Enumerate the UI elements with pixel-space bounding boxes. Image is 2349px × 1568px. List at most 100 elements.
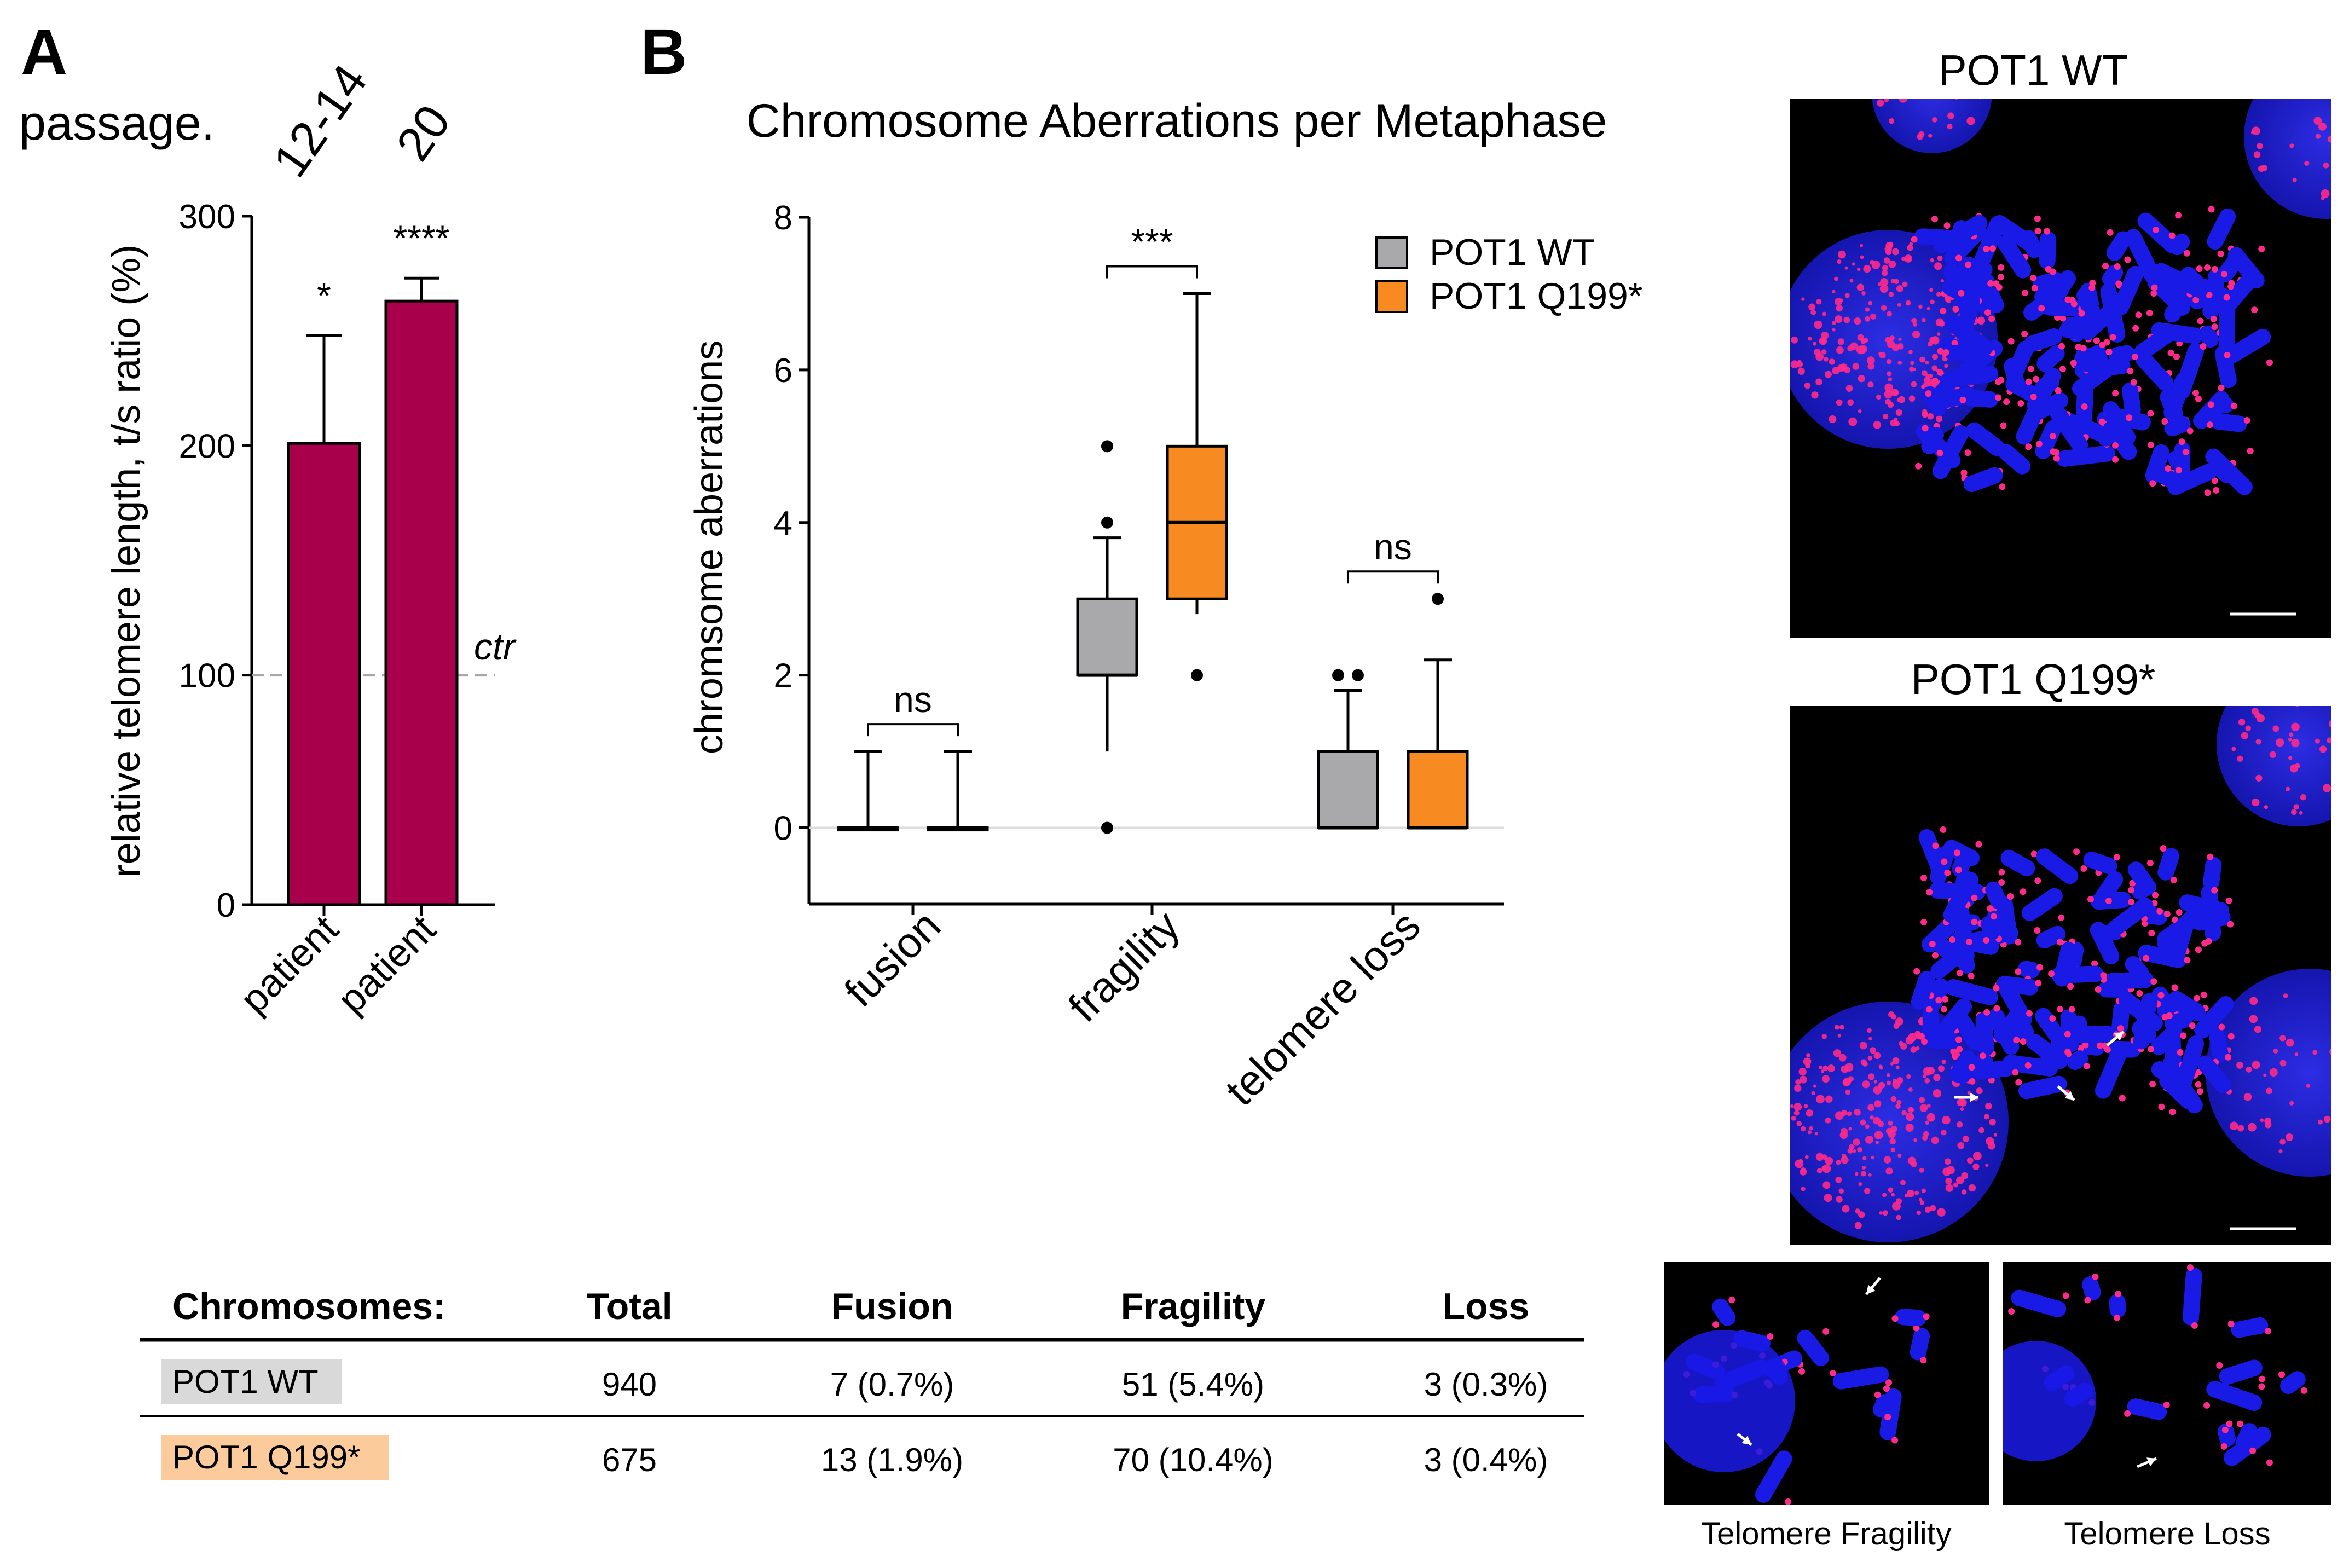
telomere-signal [1884, 99, 1889, 103]
outlier-point [1101, 440, 1113, 453]
telomere-signal [2033, 375, 2040, 383]
telomere-signal [2321, 189, 2330, 198]
telomere-signal [2252, 1061, 2260, 1069]
legend-swatch [1375, 236, 1408, 269]
telomere-signal [2015, 939, 2022, 946]
chart-title-b: Chromosome Aberrations per Metaphase [747, 95, 1607, 147]
telomere-signal [1940, 308, 1947, 315]
telomere-signal [1865, 1135, 1873, 1144]
telomere-signal [2272, 725, 2279, 732]
telomere-signal [2104, 1046, 2111, 1053]
telomere-signal [1971, 894, 1978, 901]
telomere-signal [1815, 378, 1822, 386]
chromosome [2127, 861, 2154, 892]
telomere-signal [1930, 1205, 1936, 1211]
telomere-signal [2163, 1401, 2170, 1408]
telomere-signal [2170, 876, 2177, 883]
telomere-signal [1891, 1437, 1899, 1444]
telomere-signal [1896, 1214, 1901, 1220]
telomere-signal [1922, 370, 1928, 377]
telomere-signal [1966, 1157, 1974, 1164]
telomere-signal [1905, 1123, 1914, 1132]
telomere-signal [2213, 487, 2220, 494]
telomere-signal [1911, 317, 1917, 323]
telomere-signal [2007, 338, 2015, 345]
telomere-signal [1836, 1196, 1843, 1203]
telomere-signal [1931, 117, 1937, 123]
chromosome [1872, 1394, 1893, 1418]
telomere-signal [2295, 706, 2299, 707]
chromosome [1945, 979, 1998, 1005]
telomere-signal [2224, 351, 2231, 358]
telomere-signal [1837, 338, 1844, 345]
telomere-signal [1847, 399, 1854, 406]
passage-header-12-14: 12-14 [262, 55, 377, 187]
telomere-signal [1865, 307, 1870, 312]
telomere-signal [1883, 1385, 1890, 1392]
telomere-signal [1888, 260, 1896, 268]
telomere-signal [2062, 1292, 2069, 1299]
telomere-signal [1913, 968, 1920, 975]
chromosome [2280, 1371, 2306, 1395]
telomere-signal [1858, 409, 1862, 413]
telomere-signal [1886, 358, 1892, 364]
telomere-signal [2102, 263, 2109, 270]
telomere-signal [1915, 462, 1922, 470]
telomere-signal [2342, 92, 2349, 100]
telomere-signal [1906, 1074, 1911, 1079]
chromosome [2024, 328, 2062, 352]
telomere-signal [1781, 1107, 1785, 1112]
telomere-signal [2026, 1010, 2033, 1017]
y-tick-label-a: 200 [179, 427, 235, 465]
telomere-signal [1870, 313, 1877, 320]
telomere-signal [2112, 390, 2119, 397]
telomere-signal [2319, 745, 2327, 753]
arrow-head [2064, 1091, 2074, 1100]
telomere-signal [2055, 387, 2062, 394]
telomere-signal [2250, 131, 2255, 135]
telomere-signal [1932, 842, 1939, 849]
telomere-signal [1890, 419, 1897, 426]
telomere-signal [2288, 737, 2292, 742]
telomere-signal [2279, 688, 2286, 695]
telomere-signal [2218, 1023, 2225, 1031]
telomere-signal [1941, 858, 1948, 865]
telomere-signal [1921, 1188, 1926, 1193]
telomere-signal [1988, 315, 1995, 322]
cell-fragility: 70 (10.4%) [1113, 1442, 1274, 1478]
telomere-signal [1860, 1171, 1867, 1177]
telomere-signal [1887, 1130, 1896, 1138]
chromosome [1983, 286, 2004, 314]
chromosome [2228, 247, 2265, 288]
chromosome [2000, 849, 2035, 877]
telomere-signal [2216, 1362, 2223, 1369]
telomere-signal [1854, 1222, 1862, 1229]
telomere-signal [1923, 1313, 1930, 1320]
telomere-signal [1895, 409, 1902, 416]
telomere-signal [1914, 1190, 1919, 1195]
telomere-signal [1888, 292, 1894, 297]
telomere-signal [2330, 1096, 2331, 1101]
outlier-point [1101, 821, 1113, 834]
telomere-signal [1845, 385, 1853, 392]
y-tick-label-b: 8 [774, 199, 792, 237]
telomere-signal [1844, 266, 1848, 270]
telomere-signal [2230, 1121, 2238, 1130]
telomere-signal [1843, 316, 1850, 323]
telomere-signal [1794, 1084, 1802, 1092]
telomere-signal [2107, 229, 2114, 236]
telomere-signal [1812, 342, 1817, 346]
telomere-signal [1896, 398, 1900, 402]
telomere-signal [1892, 1057, 1900, 1064]
telomere-signal [1895, 1198, 1902, 1205]
chromosome [1797, 1329, 1829, 1367]
telomere-signal [1952, 305, 1959, 313]
chromosome [2112, 265, 2144, 316]
telomere-signal [2020, 888, 2027, 895]
chromosome [2036, 925, 2066, 949]
telomere-signal [2245, 725, 2251, 731]
chromosome [2075, 385, 2093, 438]
telomere-signal [1814, 349, 1821, 356]
telomere-signal [2210, 315, 2217, 322]
telomere-signal [1882, 264, 1889, 271]
